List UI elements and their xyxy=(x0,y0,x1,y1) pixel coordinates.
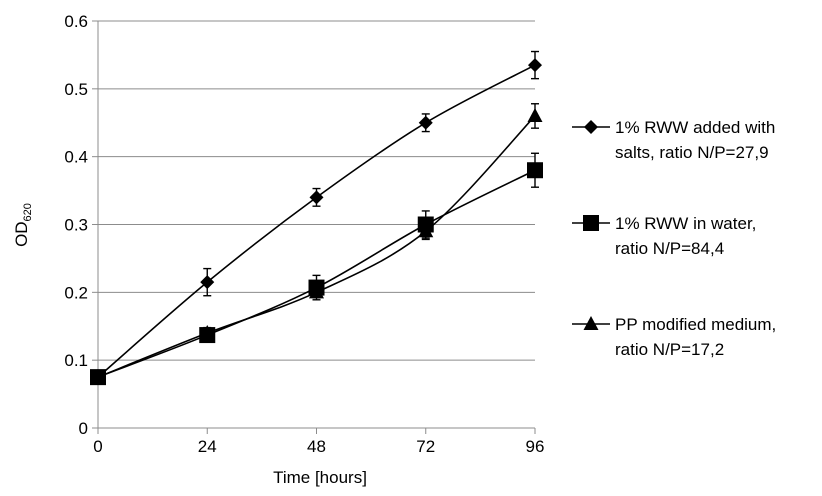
data-point-triangle xyxy=(199,325,215,340)
x-tick-label: 96 xyxy=(526,437,545,456)
data-point-triangle xyxy=(418,223,434,238)
y-tick-label: 0.1 xyxy=(64,351,88,370)
data-point-square xyxy=(527,162,543,179)
legend-marker-diamond xyxy=(584,120,598,134)
series-triangle xyxy=(90,103,543,384)
y-tick-label: 0.2 xyxy=(64,283,88,302)
x-tick-label: 24 xyxy=(198,437,217,456)
data-point-triangle xyxy=(527,107,543,122)
y-tick-label: 0 xyxy=(79,419,88,438)
legend-marker-square xyxy=(583,215,599,231)
legend-label: PP modified medium, xyxy=(615,315,776,334)
x-axis-title: Time [hours] xyxy=(273,468,367,487)
data-point-diamond xyxy=(200,275,215,290)
legend-label: 1% RWW added with xyxy=(615,118,775,137)
y-tick-label: 0.5 xyxy=(64,80,88,99)
legend-item-triangle: PP modified medium, ratio N/P=17,2 xyxy=(572,315,776,359)
legend-item-diamond: 1% RWW added with salts, ratio N/P=27,9 xyxy=(572,118,775,162)
y-axis-title: OD620 xyxy=(12,203,34,247)
legend-label: ratio N/P=17,2 xyxy=(615,340,724,359)
y-axis-title-main: OD xyxy=(12,221,31,247)
data-point-diamond xyxy=(528,58,542,73)
y-tick-label: 0.6 xyxy=(64,12,88,31)
y-axis-title-subscript: 620 xyxy=(22,203,34,221)
data-point-diamond xyxy=(418,115,433,130)
legend-label: salts, ratio N/P=27,9 xyxy=(615,143,769,162)
series-line xyxy=(97,115,536,378)
x-tick-label: 72 xyxy=(416,437,435,456)
x-tick-label: 48 xyxy=(307,437,326,456)
data-point-diamond xyxy=(309,190,324,205)
y-tick-label: 0.4 xyxy=(64,148,88,167)
legend-item-square: 1% RWW in water, ratio N/P=84,4 xyxy=(572,214,756,258)
axes: 0 0.1 0.2 0.3 0.4 0.5 0.6 0 24 48 72 96 xyxy=(64,12,544,456)
grid-layer xyxy=(98,20,535,361)
legend-marker-triangle xyxy=(583,316,599,330)
legend-label: ratio N/P=84,4 xyxy=(615,239,724,258)
y-tick-label: 0.3 xyxy=(64,216,88,235)
x-tick-label: 0 xyxy=(93,437,102,456)
data-point-triangle xyxy=(309,284,324,299)
series-layer xyxy=(90,50,543,386)
legend-label: 1% RWW in water, xyxy=(615,214,756,233)
data-point-triangle xyxy=(90,369,106,384)
series-line xyxy=(97,64,536,378)
series-diamond xyxy=(91,50,542,385)
